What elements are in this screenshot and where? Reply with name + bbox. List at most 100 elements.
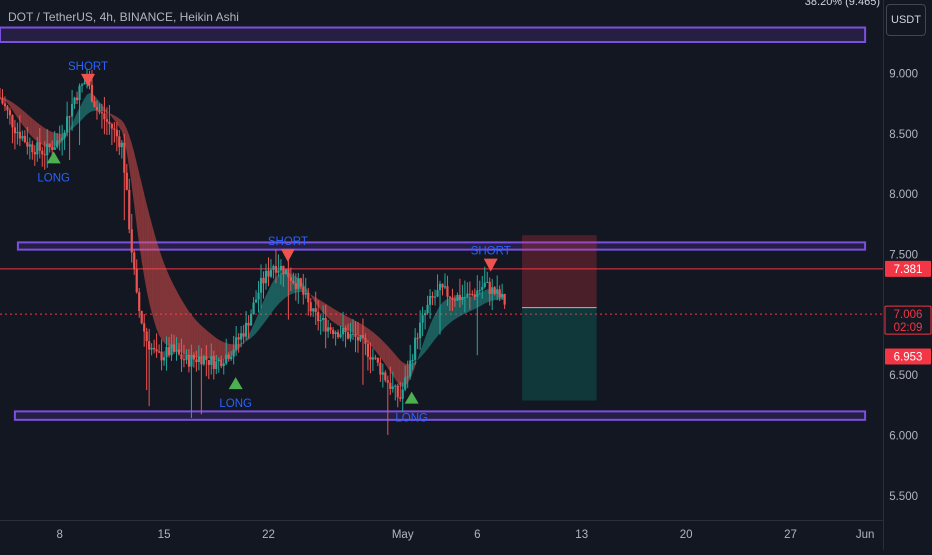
candle-body (210, 356, 213, 365)
candle-body (26, 141, 29, 147)
candle-body (491, 287, 494, 294)
candle-body (6, 106, 9, 111)
ma-ribbon-segment (196, 320, 199, 358)
ma-ribbon-segment (305, 287, 309, 294)
y-tick-label: 7.500 (889, 249, 918, 261)
ma-ribbon-segment (370, 330, 373, 348)
ma-ribbon-segment (198, 323, 202, 358)
candle-body (304, 292, 307, 295)
candle-body (135, 268, 138, 293)
ma-ribbon-segment (397, 357, 401, 387)
candle-body (157, 351, 161, 353)
ma-ribbon-segment (310, 294, 314, 300)
ma-ribbon-segment (400, 360, 403, 388)
short-signal-arrow[interactable] (280, 248, 295, 262)
x-tick-label: 8 (56, 529, 62, 541)
candle-body (346, 332, 350, 339)
candle-body (431, 296, 434, 298)
ma-ribbon-segment (176, 290, 179, 352)
ma-ribbon-segment (377, 336, 381, 358)
candle-body (66, 116, 69, 133)
short-signal-label: SHORT (268, 236, 308, 248)
support-resistance-zone[interactable] (0, 26, 867, 44)
candle-body (466, 293, 469, 298)
ma-ribbon-segment (206, 330, 209, 359)
support-resistance-zone[interactable] (16, 241, 867, 251)
candle-body (217, 359, 220, 362)
candle-body (225, 354, 228, 364)
candle-body (339, 334, 342, 338)
candle-body (254, 299, 258, 303)
candle-body (493, 287, 496, 294)
currency-button[interactable]: USDT (886, 4, 926, 36)
ma-ribbon-segment (452, 297, 455, 322)
ma-ribbon-segment (183, 303, 187, 356)
candle-body (172, 344, 176, 352)
candle-body (329, 327, 332, 330)
candle-body (356, 336, 360, 341)
support-resistance-zone[interactable] (13, 410, 867, 421)
ma-ribbon-segment (131, 143, 135, 206)
candle-body (344, 327, 347, 333)
take-profit-zone[interactable] (522, 307, 597, 401)
ma-ribbon-segment (372, 332, 376, 351)
ma-ribbon-segment (67, 128, 70, 134)
ma-ribbon-segment (141, 183, 145, 277)
long-signal-arrow[interactable] (228, 377, 243, 390)
short-signal-arrow[interactable] (81, 73, 96, 87)
candle-body (143, 323, 146, 332)
ma-ribbon-segment (136, 162, 140, 245)
candle-body (100, 112, 104, 114)
candle-body (272, 266, 275, 270)
ma-ribbon-segment (457, 297, 460, 318)
ma-ribbon-segment (246, 334, 249, 342)
candle-body (334, 332, 337, 334)
price-axis-label-text: 6.953 (894, 351, 923, 363)
ma-ribbon-segment (395, 354, 398, 384)
ma-ribbon-segment (42, 126, 45, 147)
ma-ribbon-segment (325, 303, 329, 318)
candle-body (426, 304, 429, 314)
ma-ribbon-segment (151, 223, 155, 322)
candle-body (150, 347, 153, 350)
candle-body (80, 84, 84, 86)
candle-body (317, 312, 320, 322)
countdown-label: 02:09 (894, 322, 923, 334)
ma-ribbon-segment (459, 296, 463, 317)
ma-ribbon-segment (208, 332, 212, 360)
candle-body (269, 269, 273, 277)
candle-body (230, 356, 233, 360)
candle-body (90, 84, 94, 102)
candle-body (411, 359, 414, 361)
candle-body (61, 138, 64, 141)
candle-body (138, 292, 141, 312)
ma-ribbon-segment (387, 346, 391, 372)
ma-ribbon-segment (59, 133, 63, 145)
candle-body (202, 356, 205, 365)
stop-loss-zone[interactable] (522, 235, 597, 308)
candle-body (133, 252, 136, 269)
candle-body (162, 357, 166, 361)
candle-body (53, 147, 56, 150)
short-signal-arrow[interactable] (483, 258, 498, 272)
candle-body (259, 277, 263, 293)
ma-ribbon-segment (216, 338, 219, 361)
ma-ribbon-segment (129, 135, 132, 186)
long-signal-arrow[interactable] (46, 151, 61, 164)
candle-body (197, 356, 200, 363)
ma-ribbon-segment (4, 98, 8, 104)
time-axis[interactable] (0, 520, 883, 550)
long-signal-arrow[interactable] (404, 391, 419, 404)
plot-area[interactable] (0, 0, 883, 520)
ma-ribbon-segment (353, 319, 356, 335)
candle-body (46, 143, 49, 156)
price-axis-label (885, 348, 931, 365)
y-tick-label: 8.000 (889, 189, 918, 201)
candle-body (351, 333, 355, 335)
candle-body (414, 337, 417, 360)
ma-ribbon-segment (258, 306, 262, 331)
candle-body (299, 278, 302, 287)
candle-body (180, 354, 183, 360)
candle-body (182, 359, 186, 361)
